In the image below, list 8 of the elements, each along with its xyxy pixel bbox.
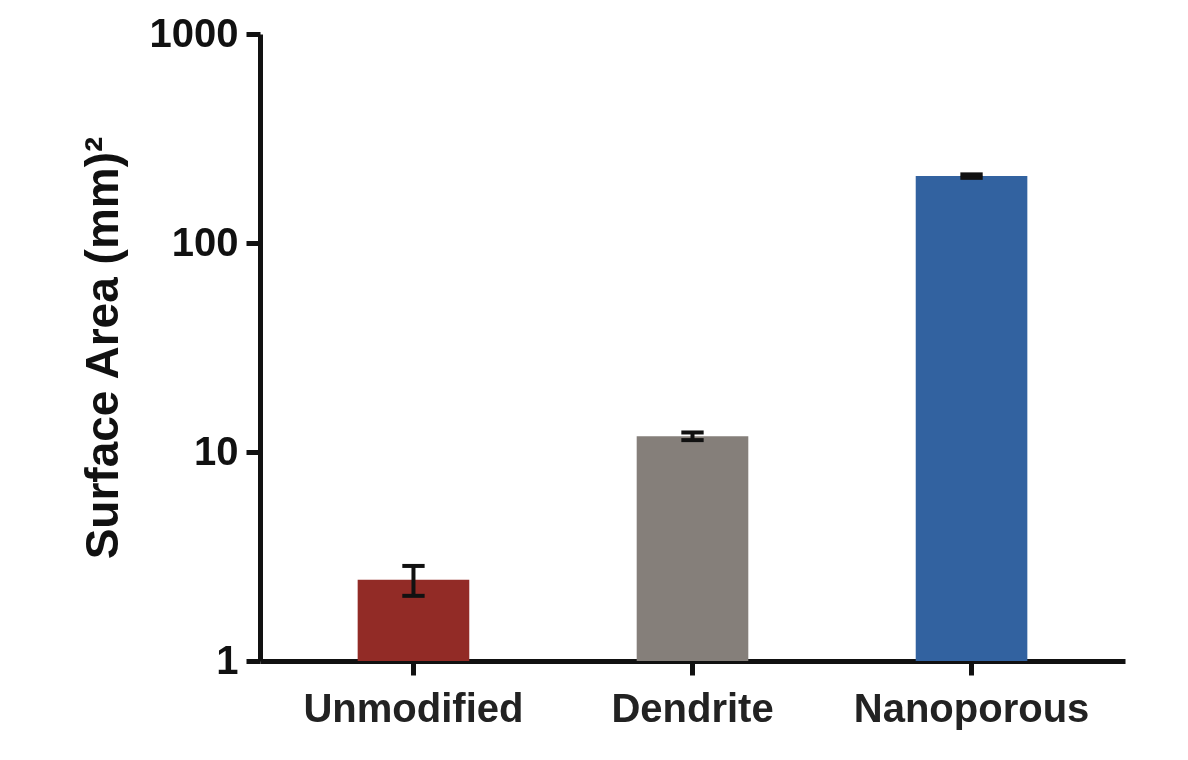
y-tick-label: 1000 <box>149 10 239 55</box>
x-tick-label: Dendrite <box>611 685 774 730</box>
x-tick-label: Unmodified <box>303 685 524 730</box>
y-axis-title: Surface Area (mm)² <box>75 136 128 560</box>
x-tick-label: Nanoporous <box>853 685 1090 730</box>
y-tick-label: 10 <box>194 428 239 473</box>
y-tick-label: 1 <box>216 637 239 682</box>
y-tick-label: 100 <box>171 219 239 264</box>
